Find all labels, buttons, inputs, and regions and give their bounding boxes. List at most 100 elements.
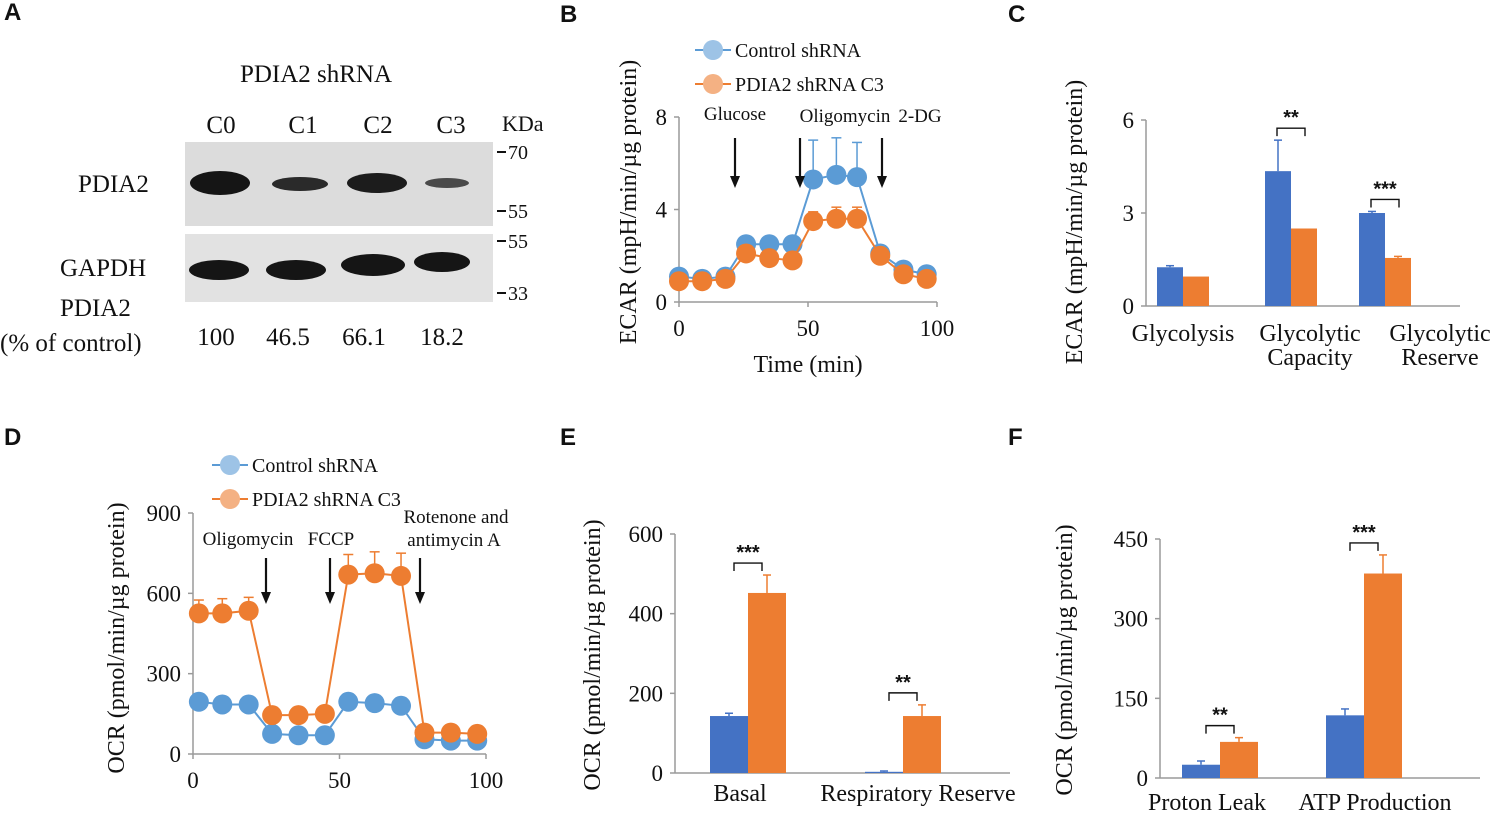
legend-label: Control shRNA xyxy=(735,40,862,62)
panel-f-chart: F 0 150 300 450 OCR (pmol/min/µg protein) ** Pr… xyxy=(1008,424,1480,814)
bar-control xyxy=(1182,764,1220,778)
bar-pdia2 xyxy=(748,592,786,773)
lane-label-c1: C1 xyxy=(288,112,317,139)
data-point xyxy=(803,211,824,232)
bar-control xyxy=(1359,213,1385,306)
gapdh-band-c0 xyxy=(189,260,249,280)
data-point xyxy=(715,268,736,289)
bar-pdia2 xyxy=(1364,573,1402,778)
data-point xyxy=(288,705,309,726)
bar-control xyxy=(865,771,903,773)
panel-letter-d: D xyxy=(4,424,21,451)
panel-letter-a: A xyxy=(4,0,21,26)
category-label: Proton Leak xyxy=(1148,790,1266,814)
panel-letter-f: F xyxy=(1008,424,1023,451)
category-label: Glycolysis xyxy=(1132,321,1235,347)
pdia2-band-c0 xyxy=(190,171,250,195)
legend-label: PDIA2 shRNA C3 xyxy=(252,489,401,511)
data-point xyxy=(467,723,488,744)
annotation-antimycin: antimycin A xyxy=(407,530,501,551)
data-point xyxy=(440,722,461,743)
category-label: Glycolytic xyxy=(1389,321,1490,347)
y-tick-label: 0 xyxy=(1123,294,1135,319)
y-tick-label: 0 xyxy=(170,742,182,767)
y-tick-label: 0 xyxy=(652,761,664,786)
data-point xyxy=(669,271,689,292)
category-label: Respiratory Reserve xyxy=(820,781,1015,807)
y-tick-label: 6 xyxy=(1123,108,1135,133)
bar-pdia2 xyxy=(903,716,941,773)
y-tick-label: 450 xyxy=(1114,527,1149,552)
y-tick-label: 0 xyxy=(1137,766,1149,791)
quant-value-c0: 100 xyxy=(197,324,235,351)
data-point xyxy=(847,208,868,229)
significance-bracket xyxy=(733,562,763,572)
legend-marker xyxy=(220,489,240,509)
annotation-oligomycin: Oligomycin xyxy=(203,529,294,550)
x-tick-label: 100 xyxy=(920,316,955,341)
panel-letter-e: E xyxy=(560,424,576,451)
panel-d-chart: D 0 300 600 900 OCR (pmol/min/µg protein) 0 50 1… xyxy=(4,424,509,793)
data-point xyxy=(212,694,233,715)
data-point xyxy=(759,248,780,269)
y-axis-label: OCR (pmol/min/µg protein) xyxy=(580,519,606,790)
bar-pdia2 xyxy=(1220,741,1258,778)
legend-marker xyxy=(220,455,240,475)
marker-70: 70 xyxy=(508,142,528,164)
bar-pdia2 xyxy=(1385,257,1411,306)
kda-label: KDa xyxy=(502,111,544,136)
significance-bracket xyxy=(1349,542,1379,551)
annotation-rotenone: Rotenone and xyxy=(403,507,509,528)
bar-control xyxy=(1326,715,1364,778)
y-tick-label: 400 xyxy=(629,602,664,627)
y-axis-label: OCR (pmol/min/µg protein) xyxy=(104,502,130,773)
x-tick-label: 50 xyxy=(797,316,820,341)
y-tick-label: 3 xyxy=(1123,201,1135,226)
legend-label: Control shRNA xyxy=(252,455,379,477)
panel-letter-b: B xyxy=(560,1,577,28)
y-axis-label: OCR (pmol/min/µg protein) xyxy=(1052,524,1078,795)
category-label: Reserve xyxy=(1401,345,1478,371)
data-point xyxy=(262,705,283,726)
data-point xyxy=(736,243,757,264)
data-point xyxy=(916,268,937,289)
panel-e-chart: E 0 200 400 600 OCR (pmol/min/µg protein) *** B… xyxy=(560,424,1016,807)
bar-pdia2 xyxy=(1291,228,1317,306)
significance-stars: *** xyxy=(1352,522,1376,544)
y-tick-label: 300 xyxy=(1114,607,1149,632)
data-point xyxy=(692,271,713,292)
data-point xyxy=(826,208,847,229)
pdia2-band-c2 xyxy=(347,173,407,193)
category-label: Basal xyxy=(713,781,767,807)
marker-55-bottom: 55 xyxy=(508,231,528,253)
data-point xyxy=(826,164,847,185)
arrow-oligomycin-head xyxy=(261,592,271,604)
y-tick-label: 4 xyxy=(656,198,668,223)
gapdh-band-c3 xyxy=(414,252,470,272)
significance-stars: ** xyxy=(1212,705,1228,727)
data-point xyxy=(893,264,914,285)
category-label: ATP Production xyxy=(1298,790,1451,814)
data-point xyxy=(782,250,803,271)
marker-33: 33 xyxy=(508,283,528,305)
row-label-gapdh: GAPDH xyxy=(60,255,146,282)
y-axis-label: ECAR (mpH/min/µg protein) xyxy=(616,60,642,344)
quant-value-c3: 18.2 xyxy=(420,324,464,351)
lane-label-c3: C3 xyxy=(436,112,465,139)
data-point xyxy=(314,725,335,746)
gapdh-band-c2 xyxy=(341,254,405,276)
data-point xyxy=(238,600,259,621)
panel-a: A PDIA2 shRNA C0 C1 C2 C3 KDa 70 55 PDIA… xyxy=(0,0,544,357)
data-point xyxy=(188,691,209,712)
significance-stars: ** xyxy=(1283,107,1299,129)
legend-marker xyxy=(703,40,723,60)
x-tick-label: 0 xyxy=(673,316,685,341)
category-label: Glycolytic xyxy=(1259,321,1360,347)
significance-stars: *** xyxy=(1373,178,1397,200)
data-point xyxy=(364,693,385,714)
significance-bracket xyxy=(1205,724,1235,734)
y-tick-label: 600 xyxy=(147,581,182,606)
data-point xyxy=(188,603,209,624)
y-tick-label: 300 xyxy=(147,662,182,687)
